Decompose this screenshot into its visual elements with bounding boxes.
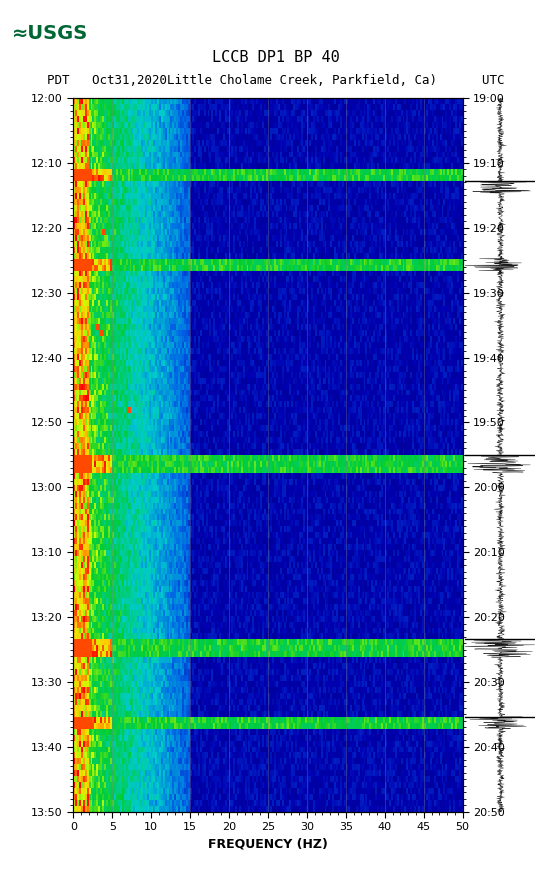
X-axis label: FREQUENCY (HZ): FREQUENCY (HZ) xyxy=(208,838,328,851)
Text: LCCB DP1 BP 40: LCCB DP1 BP 40 xyxy=(212,51,340,65)
Text: PDT   Oct31,2020Little Cholame Creek, Parkfield, Ca)      UTC: PDT Oct31,2020Little Cholame Creek, Park… xyxy=(47,74,505,87)
Text: ≈USGS: ≈USGS xyxy=(12,24,88,43)
